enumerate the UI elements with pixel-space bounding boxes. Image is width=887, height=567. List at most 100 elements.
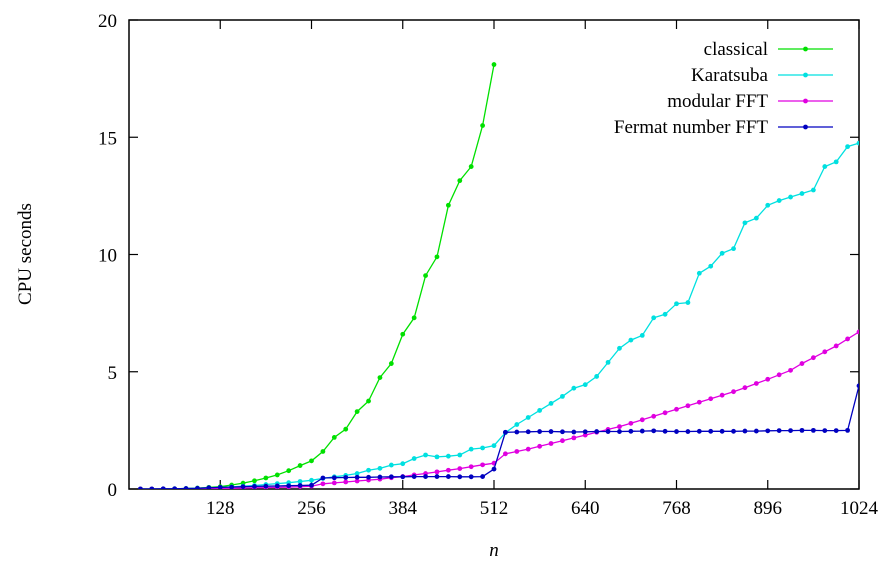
data-point (445, 467, 451, 473)
data-point (343, 475, 349, 480)
data-point (845, 144, 850, 150)
data-point (434, 474, 440, 479)
axis-tick-labels: 128 256 384 512 640 768 896 1024 0 5 10 15 20 (98, 11, 879, 519)
data-point (514, 449, 520, 454)
data-point (617, 429, 622, 434)
data-point (845, 427, 850, 433)
data-point (753, 381, 759, 386)
data-point (765, 202, 771, 208)
data-point (468, 446, 474, 452)
data-point (411, 315, 417, 321)
data-point (708, 396, 714, 402)
data-point (480, 445, 485, 451)
data-point (719, 250, 725, 256)
data-point (833, 343, 839, 349)
data-point (662, 428, 668, 434)
data-point (833, 428, 839, 434)
data-point (320, 475, 326, 481)
data-point (457, 178, 463, 184)
data-point (468, 464, 474, 470)
data-point (810, 187, 816, 193)
data-point (582, 429, 588, 435)
x-tick-label: 768 (662, 498, 691, 519)
data-point (662, 410, 668, 416)
data-point (639, 428, 645, 434)
data-point (309, 477, 314, 483)
legend-swatch-point (803, 72, 808, 78)
data-point (856, 140, 859, 146)
data-point (731, 389, 736, 395)
data-point (331, 480, 337, 486)
data-point (297, 463, 303, 468)
data-point (457, 452, 463, 458)
data-point (183, 486, 189, 489)
axis-ticks (129, 19, 860, 490)
data-point (594, 374, 600, 379)
data-point (605, 429, 611, 434)
data-point (548, 441, 554, 446)
data-point (639, 417, 645, 423)
data-point (639, 333, 645, 338)
data-point (217, 484, 223, 489)
data-point (434, 469, 440, 475)
data-point (377, 465, 383, 471)
legend-swatch-point (803, 46, 808, 52)
series-classical (138, 62, 497, 489)
data-point (503, 451, 508, 457)
data-point (366, 467, 371, 473)
data-point (400, 474, 406, 480)
y-axis-label: CPU seconds (15, 203, 36, 305)
data-point (788, 194, 793, 200)
data-point (731, 428, 736, 434)
data-point (457, 466, 463, 471)
data-point (696, 270, 702, 276)
series-modular-fft (138, 329, 859, 489)
series-line (140, 142, 859, 489)
data-point (457, 474, 463, 480)
data-point (628, 337, 634, 343)
data-point (263, 483, 269, 489)
data-point (765, 376, 771, 382)
data-point (810, 427, 816, 433)
data-point (742, 385, 748, 391)
x-tick-label: 512 (480, 498, 509, 519)
x-tick-label: 256 (297, 498, 326, 519)
data-point (628, 428, 634, 434)
x-tick-label: 128 (206, 498, 235, 519)
data-point (674, 301, 679, 307)
y-tick-label: 0 (108, 480, 118, 501)
legend-swatch-point (803, 98, 808, 104)
data-point (377, 375, 383, 381)
data-point (753, 428, 759, 434)
data-point (274, 483, 280, 489)
data-point (571, 435, 577, 441)
data-point (252, 478, 257, 484)
x-tick-label: 1024 (840, 498, 879, 519)
data-point (320, 449, 326, 454)
legend-label: classical (704, 39, 768, 60)
data-point (719, 428, 725, 434)
y-tick-label: 15 (98, 128, 117, 149)
data-point (662, 311, 668, 317)
legend-swatch-point (803, 124, 808, 130)
data-point (674, 406, 679, 412)
data-point (354, 478, 360, 484)
data-point (320, 481, 326, 487)
data-point (195, 485, 200, 489)
series-karatsuba (138, 140, 859, 489)
y-tick-label: 20 (98, 11, 117, 32)
data-point (354, 471, 360, 476)
data-point (480, 462, 485, 468)
data-point (138, 486, 143, 489)
data-point (548, 429, 554, 434)
data-point (309, 458, 314, 464)
data-point (708, 428, 714, 434)
data-point (731, 246, 736, 252)
data-point (617, 345, 622, 351)
x-tick-label: 384 (389, 498, 418, 519)
data-point (742, 220, 748, 226)
data-point (445, 474, 451, 479)
data-point (651, 413, 657, 419)
data-point (388, 462, 394, 468)
